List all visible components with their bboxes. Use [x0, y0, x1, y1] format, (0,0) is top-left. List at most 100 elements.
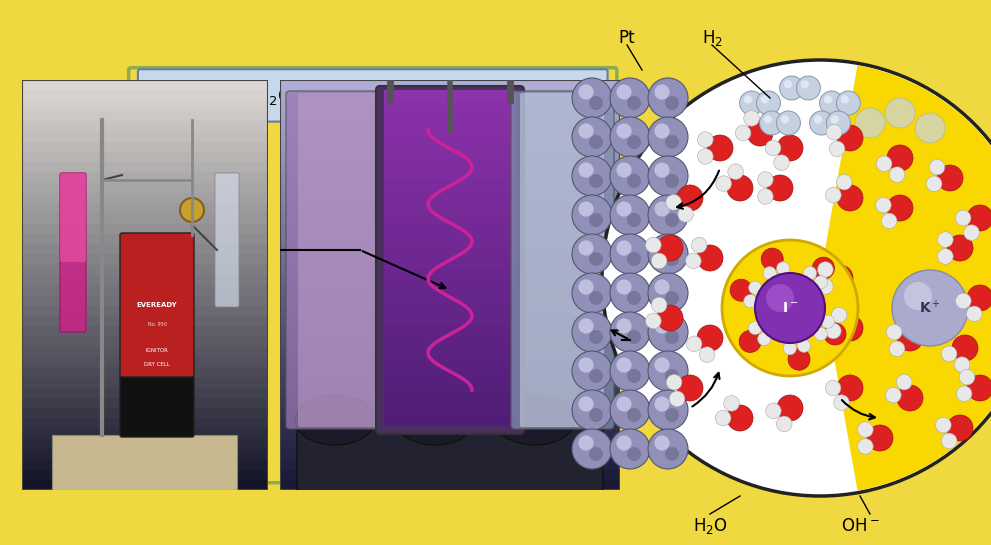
Ellipse shape — [395, 395, 475, 445]
Bar — [280, 449, 620, 459]
Circle shape — [765, 140, 781, 156]
Bar — [22, 193, 268, 203]
Bar — [280, 439, 620, 449]
Bar — [384, 415, 516, 426]
Bar — [22, 459, 268, 469]
Circle shape — [892, 270, 968, 346]
FancyBboxPatch shape — [138, 69, 607, 122]
Circle shape — [610, 117, 650, 157]
Circle shape — [654, 396, 670, 411]
Circle shape — [572, 156, 612, 196]
Circle shape — [947, 415, 973, 441]
Bar — [22, 275, 268, 285]
Bar — [280, 131, 620, 142]
Bar — [22, 449, 268, 459]
Text: I$^-$: I$^-$ — [782, 301, 798, 315]
Circle shape — [941, 433, 957, 449]
Bar — [384, 124, 516, 135]
Bar — [280, 459, 620, 469]
Bar — [280, 347, 620, 357]
Circle shape — [777, 262, 790, 275]
Bar — [22, 285, 268, 295]
Circle shape — [602, 60, 991, 496]
Circle shape — [766, 403, 781, 419]
Circle shape — [756, 91, 780, 115]
Circle shape — [627, 369, 641, 383]
Bar — [384, 381, 516, 392]
Bar — [280, 255, 620, 264]
Circle shape — [804, 267, 817, 280]
Circle shape — [887, 145, 913, 171]
Text: H$_2$O: H$_2$O — [693, 516, 727, 536]
Circle shape — [776, 111, 801, 135]
Bar — [280, 162, 620, 172]
FancyBboxPatch shape — [298, 93, 377, 427]
Circle shape — [627, 213, 641, 227]
Circle shape — [579, 202, 594, 216]
Circle shape — [616, 123, 631, 138]
Circle shape — [723, 396, 739, 411]
Circle shape — [755, 273, 825, 343]
Bar — [384, 168, 516, 180]
Ellipse shape — [295, 395, 375, 445]
Circle shape — [589, 291, 603, 305]
Circle shape — [654, 435, 670, 451]
Circle shape — [826, 111, 850, 135]
Circle shape — [887, 195, 913, 221]
Circle shape — [665, 447, 679, 461]
Circle shape — [645, 313, 661, 329]
Circle shape — [837, 315, 863, 341]
Circle shape — [648, 195, 688, 235]
Bar — [384, 191, 516, 202]
Circle shape — [610, 390, 650, 430]
Circle shape — [826, 124, 842, 140]
Circle shape — [572, 429, 612, 469]
Circle shape — [677, 375, 703, 401]
Circle shape — [727, 164, 743, 179]
Bar — [280, 264, 620, 275]
Circle shape — [616, 162, 631, 178]
Circle shape — [936, 417, 951, 433]
Circle shape — [579, 318, 594, 334]
Circle shape — [777, 395, 803, 421]
Circle shape — [589, 330, 603, 344]
Bar — [384, 90, 516, 101]
Bar — [52, 435, 237, 490]
Circle shape — [627, 135, 641, 149]
Bar — [22, 326, 268, 336]
Circle shape — [967, 205, 991, 231]
Circle shape — [665, 213, 679, 227]
Bar — [280, 90, 620, 100]
Bar — [280, 357, 620, 367]
Circle shape — [665, 408, 679, 422]
Bar — [280, 234, 620, 244]
FancyBboxPatch shape — [60, 173, 86, 332]
Circle shape — [654, 240, 670, 256]
Circle shape — [727, 175, 753, 201]
Bar — [384, 225, 516, 235]
Bar — [22, 121, 268, 131]
Circle shape — [825, 323, 846, 345]
Circle shape — [767, 175, 793, 201]
Bar — [22, 306, 268, 316]
Circle shape — [757, 189, 773, 204]
Circle shape — [826, 323, 841, 339]
Circle shape — [897, 374, 912, 390]
Circle shape — [651, 297, 667, 313]
FancyBboxPatch shape — [120, 373, 194, 437]
Bar — [22, 223, 268, 234]
Text: K$^+$: K$^+$ — [919, 299, 940, 317]
Circle shape — [589, 96, 603, 110]
Circle shape — [666, 374, 682, 390]
Circle shape — [885, 98, 915, 128]
Bar — [22, 203, 268, 213]
Circle shape — [610, 195, 650, 235]
Circle shape — [610, 429, 650, 469]
Bar — [280, 306, 620, 316]
Circle shape — [722, 240, 858, 376]
Circle shape — [867, 425, 893, 451]
Circle shape — [589, 369, 603, 383]
Text: H$_2$: H$_2$ — [702, 28, 722, 48]
Circle shape — [876, 156, 892, 172]
Circle shape — [967, 285, 991, 311]
